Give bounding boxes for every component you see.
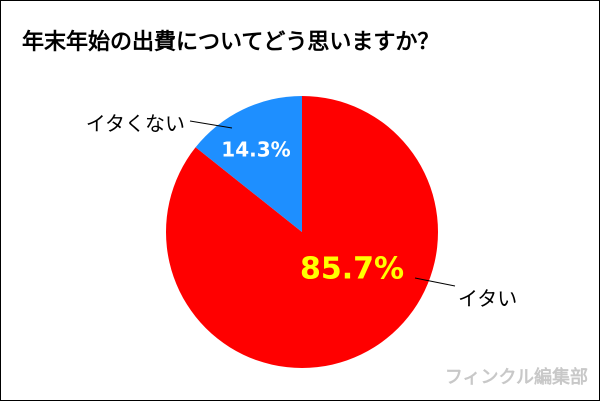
chart-title: 年末年始の出費についてどう思いますか？ <box>22 29 439 55</box>
watermark: フィンクル編集部 <box>445 366 588 388</box>
value-label: 85.7% <box>300 252 404 287</box>
pie-slice <box>195 96 302 232</box>
category-label: イタくない <box>86 112 185 136</box>
leader-line <box>189 120 233 129</box>
value-label: 14.3% <box>221 138 290 162</box>
leader-line <box>414 277 456 287</box>
category-label: イタい <box>458 287 517 311</box>
